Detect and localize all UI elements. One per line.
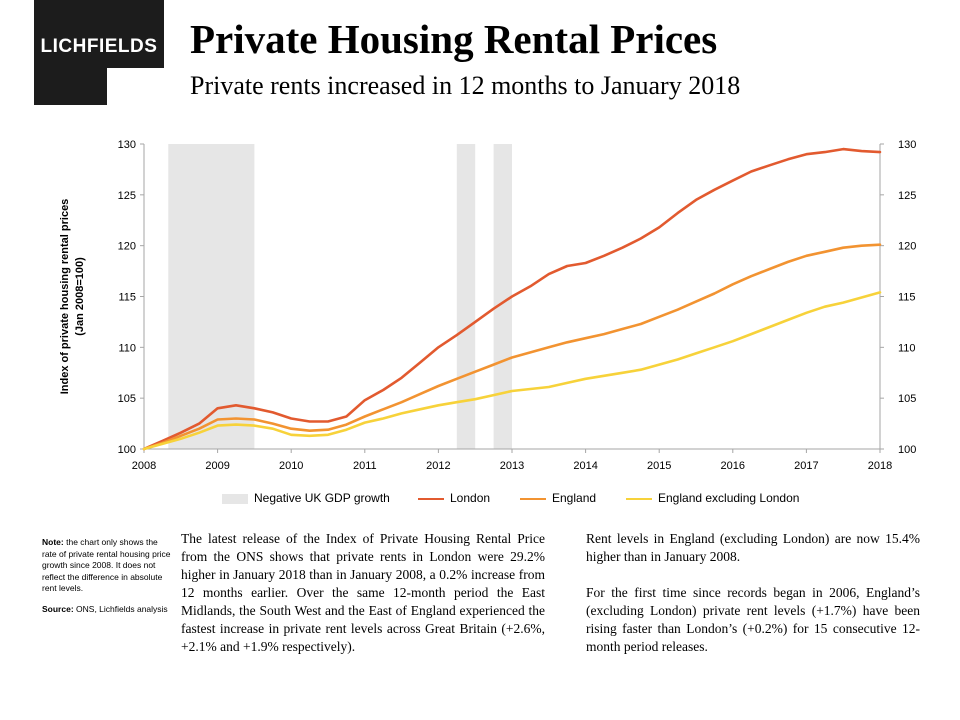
- source-label: Source:: [42, 603, 74, 614]
- commentary-paragraph-1: The latest release of the Index of Priva…: [181, 531, 545, 654]
- x-tick-label-2017: 2017: [794, 460, 818, 472]
- y-tick-label-left-110: 110: [118, 342, 136, 354]
- logo-text: LICHFIELDS: [40, 36, 158, 57]
- chart-note: Note: the chart only shows the rate of p…: [42, 537, 172, 624]
- recession-band-2: [493, 144, 512, 449]
- note-text: the chart only shows the rate of private…: [42, 537, 171, 593]
- y-tick-label-left-130: 130: [118, 139, 136, 151]
- x-tick-label-2008: 2008: [132, 460, 156, 472]
- source-text: ONS, Lichfields analysis: [76, 603, 168, 614]
- y-tick-label-left-105: 105: [118, 393, 136, 405]
- recession-band-0: [168, 144, 255, 449]
- y-tick-label-right-115: 115: [898, 292, 916, 304]
- x-tick-label-2013: 2013: [500, 460, 524, 472]
- x-tick-label-2014: 2014: [573, 460, 597, 472]
- rental-price-chart: 100 100 105 105 110 110 115 115 120 120 125 125 130 1…: [59, 139, 916, 472]
- x-tick-label-2011: 2011: [353, 460, 377, 472]
- legend-label-england: England: [552, 491, 597, 505]
- lichfields-logo: LICHFIELDS: [34, 0, 164, 105]
- commentary-column-left: The latest release of the Index of Priva…: [181, 530, 545, 656]
- series-line-england-excluding-london: [142, 291, 882, 451]
- legend-swatch-england: [520, 497, 546, 501]
- legend-item-england-ex-london: England excluding London: [626, 490, 799, 506]
- page-subtitle: Private rents increased in 12 months to …: [190, 71, 741, 100]
- y-tick-label-right-130: 130: [898, 139, 916, 151]
- x-tick-label-2015: 2015: [647, 460, 671, 472]
- y-tick-label-right-100: 100: [898, 444, 916, 456]
- commentary-paragraph-3: For the first time since records began i…: [586, 585, 920, 654]
- series-line-london: [142, 147, 882, 451]
- y-tick-label-left-125: 125: [118, 190, 136, 202]
- y-tick-label-right-120: 120: [898, 241, 916, 253]
- legend-swatch-london: [418, 497, 444, 501]
- note-label: Note:: [42, 537, 64, 547]
- page-title: Private Housing Rental Prices: [190, 16, 718, 62]
- y-tick-label-left-115: 115: [118, 292, 136, 304]
- y-tick-label-left-100: 100: [118, 444, 136, 456]
- series-line-england: [142, 243, 882, 451]
- legend-swatch-recession: [222, 493, 248, 504]
- y-tick-label-left-120: 120: [118, 241, 136, 253]
- legend-swatch-england-ex-london: [626, 497, 652, 501]
- legend-item-recession: Negative UK GDP growth: [222, 490, 390, 506]
- y-axis-title: Index of private housing rental prices (J…: [59, 199, 86, 395]
- y-tick-label-right-105: 105: [898, 393, 916, 405]
- x-tick-label-2009: 2009: [205, 460, 229, 472]
- commentary-column-right: Rent levels in England (excluding London…: [586, 530, 920, 656]
- x-tick-label-2018: 2018: [868, 460, 892, 472]
- legend-item-england: England: [520, 490, 596, 506]
- logo-notch: [107, 68, 164, 105]
- y-tick-label-right-110: 110: [898, 342, 916, 354]
- y-tick-label-right-125: 125: [898, 190, 916, 202]
- legend-label-london: London: [450, 491, 491, 505]
- legend-label-england-ex-london: England excluding London: [658, 491, 800, 505]
- legend-label-recession: Negative UK GDP growth: [254, 491, 390, 505]
- commentary-paragraph-2: Rent levels in England (excluding London…: [586, 531, 920, 564]
- x-tick-label-2012: 2012: [426, 460, 450, 472]
- recession-band-1: [456, 144, 476, 449]
- x-tick-label-2010: 2010: [279, 460, 303, 472]
- x-tick-label-2016: 2016: [721, 460, 745, 472]
- legend-item-london: London: [418, 490, 490, 506]
